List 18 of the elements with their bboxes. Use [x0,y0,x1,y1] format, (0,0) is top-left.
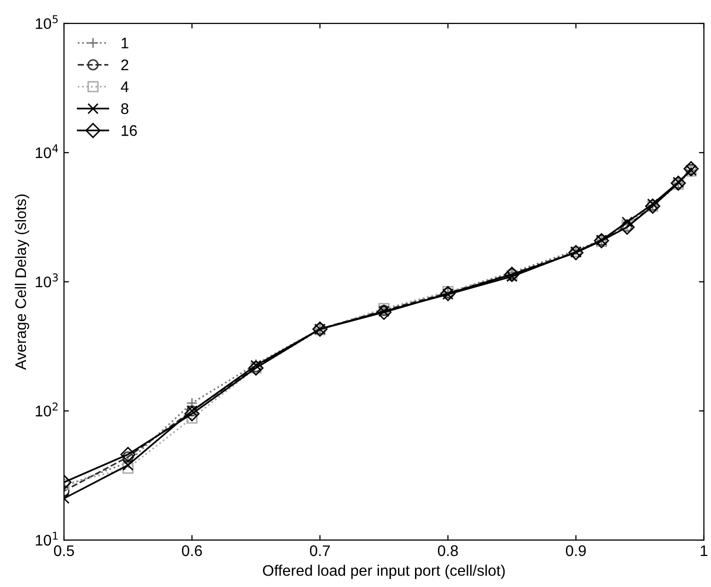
y-tick-label: 10$^{5}$ [36,15,58,30]
legend-label: 8 [121,103,128,114]
x-tick-label: 0.9 [566,545,586,556]
x-tick-label: 0.5 [54,545,74,556]
y-tick-label: 10$^{3}$ [36,273,58,288]
legend-label: 4 [120,82,129,92]
legend-label: 16 [122,125,137,136]
x-axis-title: Offered load per input port (cell/slot) [262,564,505,579]
y-tick-label: 10$^{1}$ [36,532,58,546]
y-tick-label: 10$^{4}$ [36,144,58,158]
y-axis-title: Average Cell Delay (slots) [14,194,30,370]
x-tick-label: 0.6 [182,545,202,556]
legend-label: 2 [121,60,128,70]
x-tick-label: 1 [700,545,708,556]
x-tick-label: 0.8 [438,545,458,556]
y-tick-label: 10$^{2}$ [36,402,58,416]
x-tick-label: 0.7 [310,545,330,556]
legend-label: 1 [122,38,128,48]
